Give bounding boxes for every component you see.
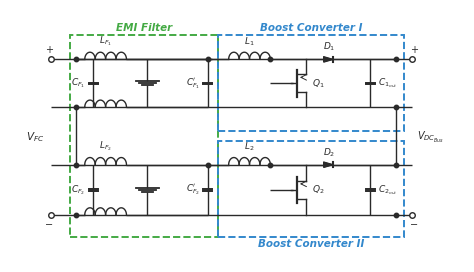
Text: EMI Filter: EMI Filter — [116, 23, 173, 33]
Bar — [218, 141, 404, 237]
Text: $L_2$: $L_2$ — [244, 141, 255, 153]
Bar — [70, 35, 218, 237]
Text: $Q_1$: $Q_1$ — [312, 77, 325, 89]
Text: −: − — [410, 220, 419, 230]
Text: $Q_2$: $Q_2$ — [312, 184, 325, 196]
Text: +: + — [410, 45, 418, 55]
Text: $D_1$: $D_1$ — [322, 41, 335, 53]
Text: $C_{F_1}'$: $C_{F_1}'$ — [186, 76, 200, 91]
Text: $V_{FC}$: $V_{FC}$ — [26, 130, 44, 144]
Text: $C_{2_{out}}$: $C_{2_{out}}$ — [378, 183, 398, 197]
Text: $D_2$: $D_2$ — [323, 146, 335, 159]
Bar — [218, 35, 404, 131]
Text: $L_{F_2}$: $L_{F_2}$ — [99, 140, 112, 153]
Text: $V_{DC_{Bus}}$: $V_{DC_{Bus}}$ — [417, 130, 445, 145]
Text: −: − — [45, 220, 54, 230]
Text: $L_{F_1}$: $L_{F_1}$ — [99, 34, 112, 48]
Text: $C_{F_2}$: $C_{F_2}$ — [71, 183, 85, 197]
Text: $C_{F_1}$: $C_{F_1}$ — [71, 76, 85, 90]
Text: Boost Converter I: Boost Converter I — [260, 23, 362, 33]
Text: +: + — [46, 45, 53, 55]
Text: Boost Converter II: Boost Converter II — [258, 239, 364, 249]
Polygon shape — [324, 162, 333, 167]
Text: $C_{F_2}'$: $C_{F_2}'$ — [186, 183, 200, 197]
Polygon shape — [324, 57, 333, 62]
Text: $C_{1_{out}}$: $C_{1_{out}}$ — [378, 76, 398, 90]
Text: $L_1$: $L_1$ — [244, 35, 255, 48]
